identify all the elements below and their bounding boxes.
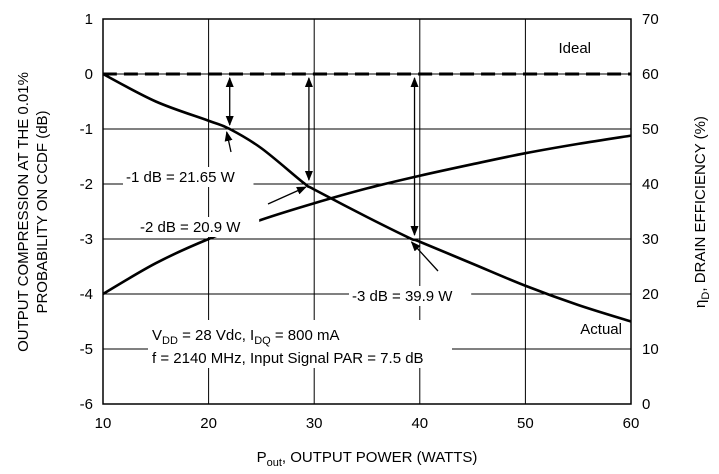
x-tick-label: 60 [623, 415, 640, 432]
y-right-tick-label: 70 [642, 11, 659, 28]
conditions-line-2: f = 2140 MHz, Input Signal PAR = 7.5 dB [152, 350, 424, 367]
y-left-tick-label: -1 [80, 121, 93, 138]
y-right-tick-label: 30 [642, 231, 659, 248]
y-left-axis-label: OUTPUT COMPRESSION AT THE 0.01% PROBABIL… [15, 72, 51, 352]
label-background [137, 217, 260, 237]
compression-label: -2 dB = 20.9 W [140, 219, 241, 236]
y-left-tick-label: -5 [80, 341, 93, 358]
plot-frame [102, 18, 632, 405]
svg-text:ηD, DRAIN EFFICIENCY (%): ηD, DRAIN EFFICIENCY (%) [692, 116, 712, 308]
y-left-tick-label: -3 [80, 231, 93, 248]
ticks: 10 20 30 40 50 6010-1-2-3-4-5-670605040302010… [80, 11, 659, 432]
series-actual [102, 72, 632, 323]
label-background [349, 286, 472, 306]
x-tick-label: 20 [200, 415, 217, 432]
y-right-tick-label: 10 [642, 341, 659, 358]
series-efficiency [102, 134, 632, 296]
y-left-axis-label-line-2: PROBABILITY ON CCDF (dB) [34, 110, 51, 313]
y-left-tick-label: -2 [80, 176, 93, 193]
actual-series-label: Actual [580, 321, 622, 338]
y-left-tick-label: 0 [85, 66, 93, 83]
conditions-box [148, 320, 452, 368]
x-tick-label: 40 [411, 415, 428, 432]
x-tick-label: 10 [95, 415, 112, 432]
y-right-tick-label: 60 [642, 66, 659, 83]
label-pointer [267, 186, 307, 205]
y-right-tick-label: 20 [642, 286, 659, 303]
y-left-tick-label: -4 [80, 286, 93, 303]
x-tick-label: 50 [517, 415, 534, 432]
series-layer [102, 72, 632, 323]
x-tick-label: 30 [306, 415, 323, 432]
compression-label: -1 dB = 21.65 W [126, 169, 236, 186]
y-left-tick-label: -6 [80, 396, 93, 413]
x-axis-label: Pout, OUTPUT POWER (WATTS) [257, 449, 478, 469]
y-left-axis-label-line-1: OUTPUT COMPRESSION AT THE 0.01% [15, 72, 32, 352]
y-right-tick-label: 0 [642, 396, 650, 413]
conditions-line-1: VDD = 28 Vdc, IDQ = 800 mA [152, 327, 340, 347]
compression-label: -3 dB = 39.9 W [352, 288, 453, 305]
y-right-tick-label: 40 [642, 176, 659, 193]
y-left-tick-label: 1 [85, 11, 93, 28]
y-right-tick-label: 50 [642, 121, 659, 138]
ideal-series-label: Ideal [558, 40, 591, 57]
label-pointer [224, 131, 233, 153]
annotations: -1 dB = 21.65 W -2 dB = 20.9 W -3 dB = 39.… [123, 77, 472, 306]
label-background [123, 167, 254, 187]
y-right-axis-label: ηD, DRAIN EFFICIENCY (%) [692, 116, 712, 308]
label-pointer [410, 241, 439, 272]
